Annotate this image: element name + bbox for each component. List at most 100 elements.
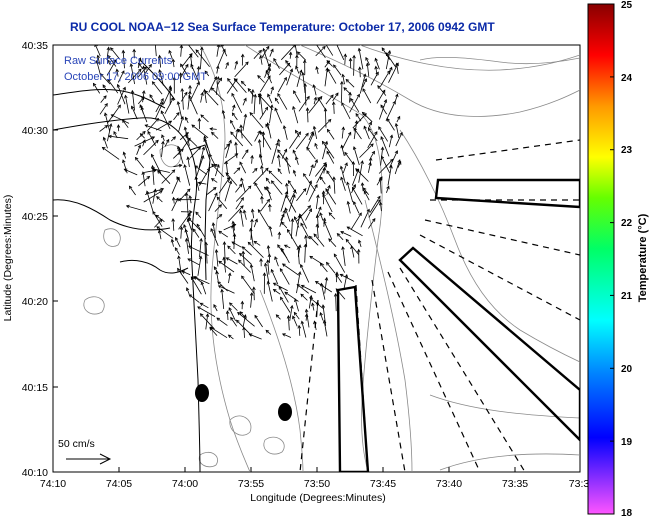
current-vector-head: [352, 54, 356, 59]
current-vector-head: [250, 208, 255, 213]
current-vector-head: [117, 104, 121, 109]
current-vector-head: [243, 113, 248, 118]
current-vector: [180, 45, 182, 57]
current-vector-head: [239, 161, 243, 166]
current-vector-head: [259, 55, 263, 59]
current-vector: [204, 90, 219, 106]
current-vector-head: [229, 302, 233, 306]
current-vector: [271, 142, 279, 165]
current-vector: [161, 134, 165, 141]
current-vector: [180, 92, 188, 102]
current-vector-head: [257, 75, 261, 79]
current-vector: [195, 176, 200, 191]
current-vector: [395, 123, 400, 138]
current-vector-head: [170, 97, 174, 101]
current-vector-head: [363, 113, 367, 117]
current-vector-head: [139, 104, 143, 108]
current-vector-head: [258, 49, 262, 54]
current-vector-head: [335, 92, 339, 97]
current-vector: [303, 173, 316, 191]
current-vector: [308, 184, 318, 202]
current-vector-head: [300, 263, 304, 268]
current-vector-head: [239, 124, 243, 129]
current-vector: [305, 235, 308, 247]
current-vector-head: [240, 197, 244, 201]
current-vector: [168, 50, 173, 60]
current-vector: [178, 256, 182, 275]
current-vector-head: [368, 157, 373, 161]
current-vector-head: [225, 257, 230, 261]
current-vector-head: [249, 227, 253, 232]
current-vector-head: [355, 113, 359, 117]
current-vector-head: [294, 298, 298, 302]
current-vector-head: [247, 185, 252, 190]
current-vector-head: [210, 228, 214, 232]
current-vector: [177, 146, 184, 164]
current-vector-head: [184, 134, 189, 139]
current-vector-head: [343, 53, 348, 58]
current-vector-head: [184, 116, 189, 121]
current-vector-head: [314, 159, 318, 163]
current-vector-head: [274, 97, 279, 102]
current-vector-head: [132, 48, 136, 53]
current-vector-head: [122, 159, 126, 163]
current-vector: [240, 178, 246, 193]
current-vector-head: [346, 226, 351, 230]
current-vector-head: [160, 101, 164, 106]
current-vector: [221, 289, 225, 309]
current-vector-head: [177, 147, 182, 152]
current-vector-head: [151, 136, 156, 140]
current-vector: [268, 68, 271, 76]
current-vector: [264, 263, 270, 283]
current-vector: [324, 68, 328, 87]
current-vector-head: [102, 84, 106, 89]
current-vector-head: [304, 234, 308, 239]
current-vector: [394, 94, 398, 102]
current-vector: [143, 140, 159, 156]
current-vector-head: [203, 135, 207, 140]
current-vector-head: [372, 218, 376, 222]
current-vector: [375, 58, 380, 70]
current-vector: [254, 315, 263, 328]
current-vector: [213, 304, 218, 312]
current-vector: [111, 114, 130, 124]
current-vector-head: [261, 131, 266, 135]
current-vector-head: [230, 131, 234, 135]
current-vector: [215, 76, 219, 95]
current-vector-head: [292, 315, 296, 320]
current-vector: [305, 309, 310, 328]
current-vector-head: [319, 212, 323, 216]
current-vector: [378, 159, 394, 174]
current-vector-head: [196, 65, 201, 70]
current-vector: [205, 314, 209, 330]
current-vector: [306, 132, 315, 149]
current-vector-head: [285, 156, 289, 161]
current-vector: [232, 112, 238, 121]
current-vector: [323, 320, 328, 337]
current-vector: [172, 59, 175, 68]
current-vector-head: [217, 281, 221, 285]
current-vector-head: [190, 63, 194, 68]
current-vector: [236, 319, 252, 336]
current-vector-head: [232, 104, 236, 109]
current-vector: [216, 317, 228, 326]
current-vector-head: [324, 276, 329, 281]
current-vector-head: [200, 46, 204, 51]
current-vector-head: [273, 57, 277, 62]
current-vector: [340, 177, 346, 191]
current-vector: [129, 185, 136, 196]
current-vector-head: [345, 78, 350, 83]
current-vector: [171, 239, 174, 247]
current-vector: [271, 180, 283, 195]
current-vector-head: [197, 146, 202, 151]
current-vector: [296, 188, 307, 202]
current-vector: [152, 189, 156, 204]
current-vector-head: [292, 189, 297, 194]
current-vector-head: [137, 62, 142, 67]
current-vector: [194, 165, 208, 175]
current-vector-head: [216, 196, 221, 201]
current-vector-head: [270, 180, 275, 184]
current-vector: [200, 114, 209, 123]
current-vector-head: [122, 86, 126, 91]
current-vector-head: [332, 176, 336, 180]
